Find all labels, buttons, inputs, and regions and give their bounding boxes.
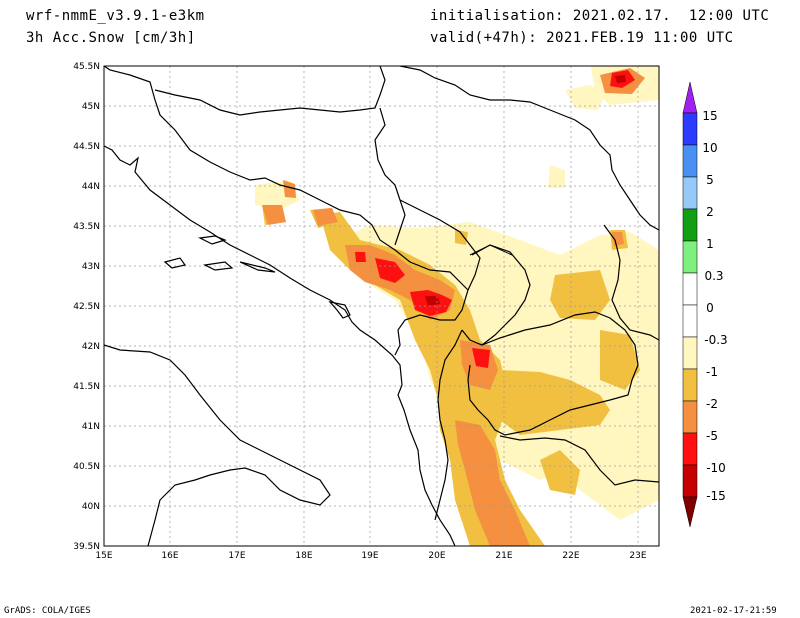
- lon-tick: 15E: [95, 551, 112, 561]
- colorbar-box: [682, 144, 698, 178]
- colorbar-box: [682, 304, 698, 338]
- lat-tick: 43N: [82, 262, 100, 272]
- lon-tick: 17E: [228, 551, 245, 561]
- map-grid: [104, 66, 659, 546]
- colorbar-label: 15: [702, 109, 717, 123]
- map-frame: [103, 65, 660, 547]
- init-time: initialisation: 2021.02.17. 12:00 UTC: [430, 8, 770, 24]
- field-title: 3h Acc.Snow [cm/3h]: [26, 30, 196, 46]
- lat-ticks: 39.5N 40N 40.5N 41N 41.5N 42N 42.5N 43N …: [73, 62, 100, 552]
- colorbar-label: 5: [706, 173, 714, 187]
- model-title: wrf-nmmE_v3.9.1-e3km: [26, 8, 205, 24]
- lon-tick: 16E: [161, 551, 178, 561]
- colorbar-box: [682, 432, 698, 466]
- valid-time: valid(+47h): 2021.FEB.19 11:00 UTC: [430, 30, 734, 46]
- colorbar-box: [682, 464, 698, 498]
- footer-timestamp: 2021-02-17-21:59: [690, 606, 777, 616]
- colorbar-label: 1: [706, 237, 714, 251]
- lon-tick: 21E: [495, 551, 512, 561]
- colorbar-label: 2: [706, 205, 714, 219]
- lat-tick: 45N: [82, 102, 100, 112]
- lat-tick: 40.5N: [73, 462, 100, 472]
- lon-ticks: 15E 16E 17E 18E 19E 20E 21E 22E 23E: [95, 551, 646, 561]
- colorbar-label: 0: [706, 301, 714, 315]
- colorbar-label: -0.3: [704, 333, 727, 347]
- colorbar-bottom-arrow: [682, 496, 698, 528]
- colorbar-box: [682, 272, 698, 306]
- lon-tick: 22E: [562, 551, 579, 561]
- colorbar-label: -15: [706, 489, 726, 503]
- kosovo-border: [469, 244, 513, 256]
- colorbar-box: [682, 208, 698, 242]
- colorbar-label: 0.3: [704, 269, 723, 283]
- lon-tick: 20E: [428, 551, 445, 561]
- colorbar-box: [682, 112, 698, 146]
- colorbar-box: [682, 176, 698, 210]
- lat-tick: 45.5N: [73, 62, 100, 72]
- colorbar-label: -10: [706, 461, 726, 475]
- lat-tick: 39.5N: [73, 542, 100, 552]
- lat-tick: 42.5N: [73, 302, 100, 312]
- snow-field: [255, 66, 659, 546]
- colorbar-box: [682, 240, 698, 274]
- lat-tick: 44N: [82, 182, 100, 192]
- footer-credit: GrADS: COLA/IGES: [4, 606, 91, 616]
- lat-tick: 42N: [82, 342, 100, 352]
- colorbar-box: [682, 368, 698, 402]
- lon-tick: 18E: [295, 551, 312, 561]
- lon-tick: 19E: [361, 551, 378, 561]
- lon-tick: 23E: [629, 551, 646, 561]
- colorbar-box: [682, 400, 698, 434]
- coastlines-borders: [104, 66, 659, 546]
- lat-tick: 43.5N: [73, 222, 100, 232]
- colorbar-label: -5: [706, 429, 718, 443]
- lat-tick: 41.5N: [73, 382, 100, 392]
- lat-tick: 40N: [82, 502, 100, 512]
- colorbar-label: -1: [706, 365, 718, 379]
- colorbar-label: 10: [702, 141, 717, 155]
- snow-darkred-areas: [425, 75, 626, 306]
- colorbar-top-arrow: [682, 81, 698, 114]
- colorbar-label: -2: [706, 397, 718, 411]
- colorbar-box: [682, 336, 698, 370]
- colorbar: [682, 81, 698, 528]
- colorbar-labels: 15 10 5 2 1 0.3 0 -0.3 -1 -2 -5 -10 -15: [702, 109, 727, 503]
- lat-tick: 41N: [82, 422, 100, 432]
- lat-tick: 44.5N: [73, 142, 100, 152]
